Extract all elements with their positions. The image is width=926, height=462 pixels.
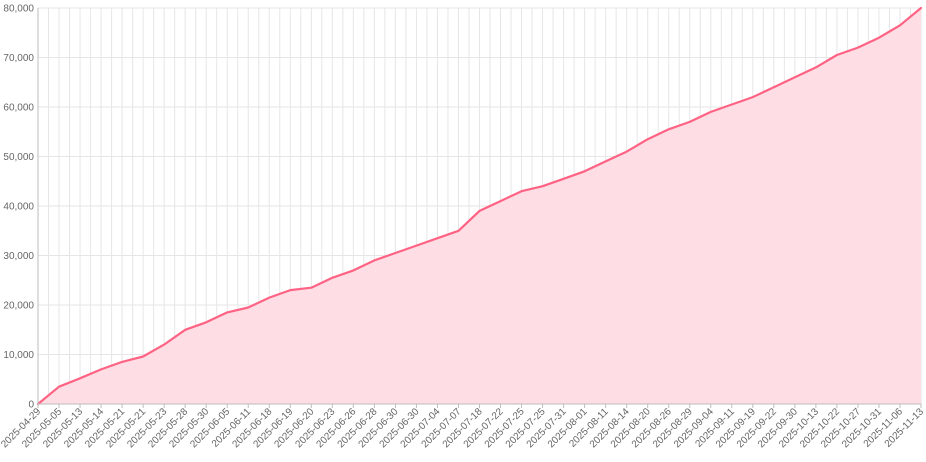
data-point [625, 150, 628, 153]
data-point [730, 103, 733, 106]
y-tick-label: 10,000 [3, 350, 34, 361]
data-point [100, 368, 102, 371]
data-point [541, 185, 544, 187]
data-point [79, 377, 81, 380]
data-point [878, 36, 880, 39]
data-point [478, 210, 481, 212]
data-point [667, 128, 670, 131]
data-point [247, 306, 250, 309]
data-point [604, 160, 607, 163]
data-point [436, 237, 439, 239]
data-point [709, 111, 712, 113]
data-point [773, 86, 775, 88]
data-point [394, 252, 397, 254]
data-point [184, 328, 186, 331]
data-point [857, 46, 859, 49]
series-area [38, 8, 921, 404]
data-point [646, 138, 649, 140]
data-point [920, 7, 922, 9]
data-point [121, 361, 123, 363]
data-point [752, 96, 754, 98]
area-layer [36, 6, 923, 406]
data-point [688, 121, 691, 123]
y-tick-label: 40,000 [3, 202, 34, 213]
data-point [58, 385, 60, 388]
data-point [562, 177, 565, 180]
data-point [142, 355, 144, 358]
y-tick-label: 70,000 [3, 53, 34, 64]
x-axis-tick-labels: 2025-04-292025-05-052025-05-132025-05-14… [0, 406, 926, 450]
y-tick-label: 0 [28, 400, 34, 411]
data-point [226, 311, 229, 314]
data-point [331, 276, 334, 279]
data-point [310, 286, 313, 289]
y-tick-label: 60,000 [3, 103, 34, 114]
y-tick-label: 80,000 [3, 4, 34, 15]
y-tick-label: 30,000 [3, 251, 34, 262]
y-axis-tick-labels: 0 10,000 20,000 30,000 40,000 50,000 60,000 70,… [3, 4, 34, 411]
data-point [415, 244, 418, 247]
data-point [583, 170, 586, 173]
data-point [373, 259, 376, 262]
data-point [457, 229, 460, 232]
data-point [268, 296, 271, 299]
y-tick-label: 50,000 [3, 152, 34, 163]
data-point [289, 289, 292, 291]
data-point [836, 54, 838, 56]
data-point [352, 269, 355, 272]
data-point [499, 200, 502, 202]
axes [37, 8, 922, 408]
data-point [815, 66, 817, 69]
data-point [163, 343, 165, 346]
data-point [205, 321, 207, 324]
data-point [899, 24, 901, 27]
y-tick-label: 20,000 [3, 301, 34, 312]
data-point [520, 190, 523, 192]
data-point [794, 76, 796, 79]
